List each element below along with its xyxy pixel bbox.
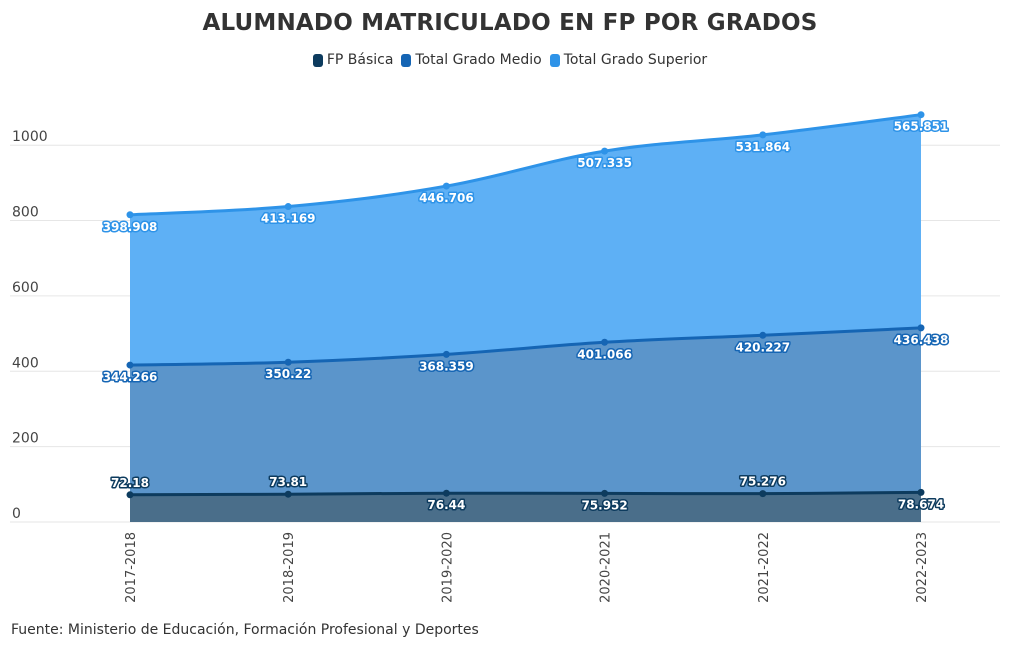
data-label: 507.335 (577, 156, 632, 170)
data-point (759, 131, 767, 139)
data-label: 76.44 (427, 498, 465, 512)
legend-item-fp-basica[interactable]: FP Básica (312, 52, 394, 68)
data-point (284, 490, 292, 498)
data-point (917, 488, 925, 496)
area-grado-medio (130, 327, 921, 495)
x-axis: 2017-2018 2018-2019 2019-2020 2020-2021 2021… (124, 532, 930, 603)
x-tick-label: 2022-2023 (915, 532, 930, 603)
legend-swatch (401, 53, 412, 67)
data-labels: 72.18 73.81 76.44 75.952 75.276 78.674 344.266… (101, 118, 950, 514)
data-point (759, 331, 767, 339)
data-label: 446.706 (419, 191, 474, 205)
data-point (759, 490, 767, 498)
data-label: 344.266 (103, 370, 158, 384)
legend-label: FP Básica (326, 52, 394, 68)
data-point (601, 489, 609, 497)
data-point (442, 350, 450, 358)
data-point (126, 211, 134, 219)
legend: FP Básica Total Grado Medio Total Grado … (0, 52, 1020, 68)
data-label: 350.22 (265, 367, 311, 381)
legend-label: Total Grado Medio (415, 52, 542, 68)
data-points (126, 111, 925, 499)
y-tick-label: 600 (12, 280, 39, 296)
data-point (442, 182, 450, 190)
legend-item-grado-medio[interactable]: Total Grado Medio (401, 52, 542, 68)
x-tick-label: 2021-2022 (757, 532, 772, 603)
data-label: 401.066 (577, 347, 632, 361)
data-point (126, 361, 134, 369)
data-point (284, 358, 292, 366)
x-tick-label: 2017-2018 (124, 532, 139, 603)
series-line (129, 326, 922, 367)
series-line (129, 490, 922, 497)
x-tick-label: 2018-2019 (282, 532, 297, 603)
legend-swatch (549, 53, 560, 67)
y-tick-label: 1000 (12, 129, 48, 145)
series-line (129, 113, 922, 217)
data-point (442, 489, 450, 497)
legend-swatch (312, 53, 323, 67)
data-point (601, 147, 609, 155)
area-fp-basica (130, 492, 921, 522)
data-point (917, 324, 925, 332)
data-label: 75.952 (581, 498, 627, 512)
series-lines (129, 113, 922, 497)
data-label: 436.438 (894, 333, 949, 347)
source-note: Fuente: Ministerio de Educación, Formaci… (11, 622, 479, 638)
y-tick-label: 800 (12, 205, 39, 221)
legend-item-grado-superior[interactable]: Total Grado Superior (549, 52, 708, 68)
area-series (130, 114, 921, 522)
x-tick-label: 2019-2020 (440, 532, 455, 603)
chart-title: ALUMNADO MATRICULADO EN FP POR GRADOS (202, 10, 818, 36)
data-point (601, 338, 609, 346)
data-label: 531.864 (735, 140, 790, 154)
data-label: 398.908 (103, 220, 158, 234)
y-tick-label: 400 (12, 355, 39, 371)
data-label: 78.674 (898, 497, 944, 511)
data-label: 413.169 (261, 212, 316, 226)
y-tick-label: 200 (12, 431, 39, 447)
y-tick-label: 0 (12, 506, 21, 522)
area-grado-superior (130, 114, 921, 366)
data-label: 368.359 (419, 359, 474, 373)
data-label: 565.851 (894, 120, 949, 134)
data-label: 75.276 (740, 475, 786, 489)
data-point (126, 491, 134, 499)
data-label: 73.81 (269, 475, 307, 489)
x-tick-label: 2020-2021 (599, 532, 614, 603)
data-label: 420.227 (735, 340, 790, 354)
data-point (284, 203, 292, 211)
y-axis: 0 200 400 600 800 1000 (12, 129, 48, 522)
data-point (917, 111, 925, 119)
legend-label: Total Grado Superior (563, 52, 708, 68)
data-label: 72.18 (111, 476, 149, 490)
